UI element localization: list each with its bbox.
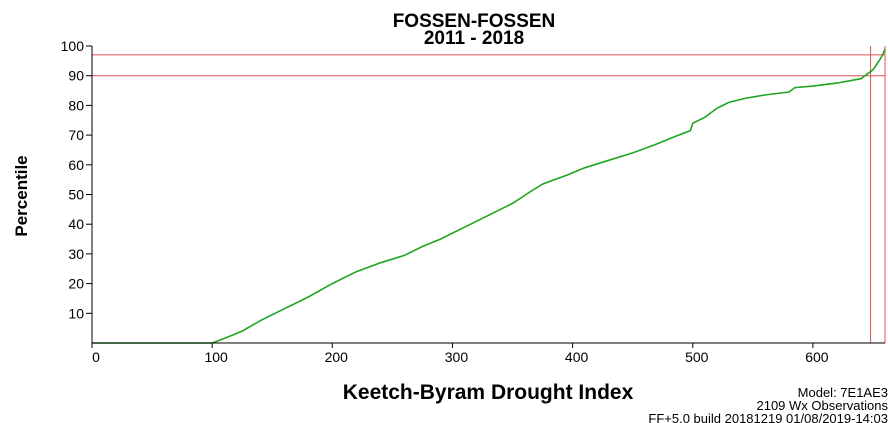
chart-title: FOSSEN-FOSSEN: [393, 11, 556, 32]
x-tick-label: 400: [565, 349, 589, 365]
x-tick-label: 200: [325, 349, 349, 365]
y-axis-label: Percentile: [12, 155, 31, 236]
y-tick-label: 10: [68, 305, 84, 321]
x-tick-label: 600: [805, 349, 829, 365]
x-tick-label: 300: [445, 349, 469, 365]
x-tick-label: 500: [685, 349, 709, 365]
y-tick-label: 90: [68, 68, 84, 84]
y-tick-label: 60: [68, 157, 84, 173]
y-tick-label: 70: [68, 127, 84, 143]
axes: [91, 46, 885, 344]
chart-subtitle: 2011 - 2018: [424, 28, 524, 49]
reference-lines: [92, 46, 886, 343]
plot-series: [92, 48, 886, 344]
footer-model: Model: 7E1AE3: [798, 385, 888, 400]
y-tick-label: 50: [68, 187, 84, 203]
y-tick-label: 40: [68, 216, 84, 232]
x-axis-label: Keetch-Byram Drought Index: [343, 381, 634, 404]
footer-observations: 2109 Wx Observations: [756, 398, 888, 413]
x-tick-label: 0: [92, 349, 100, 365]
y-tick-label: 80: [68, 97, 84, 113]
x-tick-label: 100: [204, 349, 228, 365]
y-tick-label: 100: [61, 38, 85, 54]
footer-build: FF+5.0 build 20181219 01/08/2019-14:03: [648, 411, 888, 423]
y-tick-label: 20: [68, 276, 84, 292]
axis-ticks: 10 20 30 40 50 60 70 80 90 100 0 100 200 300 400 500 600: [61, 38, 829, 365]
series-line: [92, 48, 886, 344]
y-tick-label: 30: [68, 246, 84, 262]
